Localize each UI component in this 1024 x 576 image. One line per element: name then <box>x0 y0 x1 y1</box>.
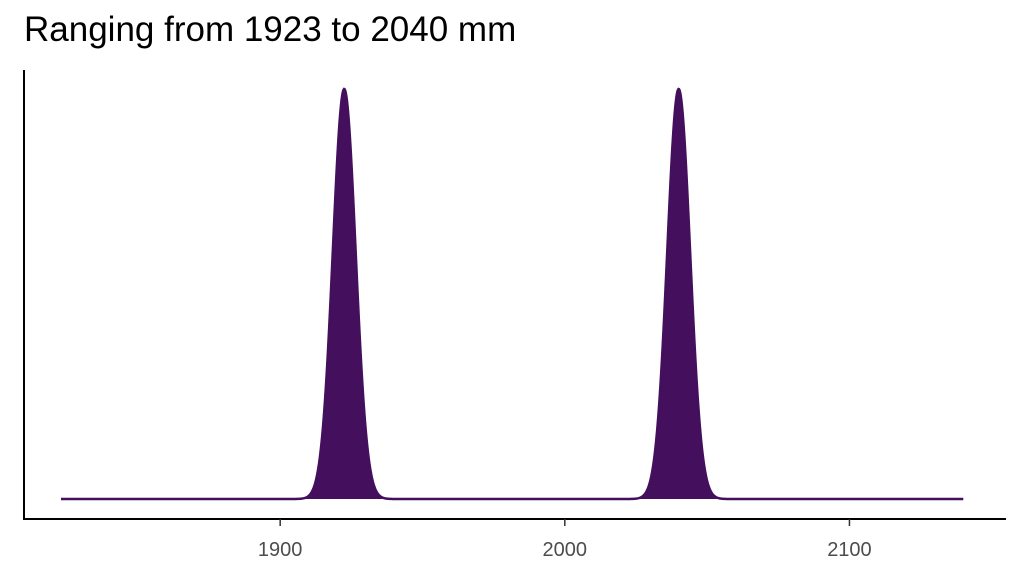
density-area <box>61 89 964 500</box>
x-tick-label-2000: 2000 <box>543 539 588 561</box>
x-axis-ticks: 1900 2000 2100 <box>258 519 872 561</box>
x-tick-label-2100: 2100 <box>827 539 872 561</box>
chart-title: Ranging from 1923 to 2040 mm <box>24 10 517 49</box>
density-line <box>61 87 964 501</box>
x-tick-label-1900: 1900 <box>258 539 303 561</box>
